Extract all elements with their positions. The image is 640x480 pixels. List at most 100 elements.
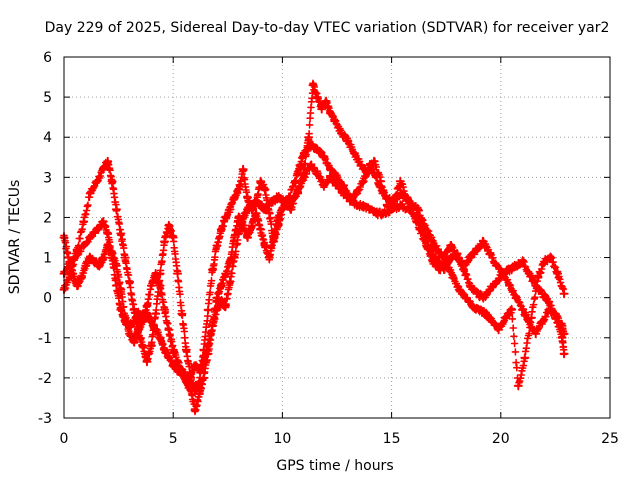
y-tick-label: 6 xyxy=(43,50,52,66)
data-point xyxy=(350,148,359,158)
data-point xyxy=(216,281,226,291)
data-point xyxy=(251,208,261,218)
data-point xyxy=(208,265,217,275)
data-point xyxy=(155,281,165,291)
data-point xyxy=(507,305,517,315)
data-point xyxy=(478,293,488,303)
tick-labels: 0 5 10 15 20 25 -3 -2 -1 0 1 2 3 4 5 6 xyxy=(38,50,619,447)
data-point xyxy=(120,313,130,323)
data-point xyxy=(419,221,429,230)
data-point xyxy=(518,305,528,315)
data-point xyxy=(194,365,204,375)
data-point xyxy=(79,241,89,250)
data-point xyxy=(395,200,405,210)
data-point xyxy=(155,333,165,343)
data-point xyxy=(151,269,161,279)
data-point xyxy=(369,156,379,166)
data-point xyxy=(325,108,335,118)
data-point xyxy=(216,225,226,234)
data-point xyxy=(544,305,554,315)
data-point xyxy=(513,381,523,391)
data-point xyxy=(190,405,200,415)
data-point xyxy=(531,329,541,339)
data-point xyxy=(138,317,148,327)
data-point xyxy=(415,225,425,234)
data-point xyxy=(546,253,556,263)
y-axis-label: SDTVAR / TECUs xyxy=(7,180,23,295)
data-point xyxy=(133,309,143,319)
data-point xyxy=(378,208,388,218)
data-point xyxy=(107,176,117,186)
data-point xyxy=(363,168,373,178)
data-point xyxy=(160,345,169,355)
data-point xyxy=(317,104,327,114)
data-point xyxy=(103,241,113,250)
x-tick-label: 0 xyxy=(60,431,69,447)
data-point xyxy=(103,156,113,166)
plot-frame xyxy=(63,56,611,419)
data-point xyxy=(293,188,303,198)
data-point xyxy=(356,160,366,170)
data-point xyxy=(146,281,156,291)
data-point xyxy=(505,265,514,275)
data-point xyxy=(164,325,174,335)
data-point xyxy=(448,273,458,283)
data-point xyxy=(168,233,178,242)
data-point xyxy=(98,253,108,263)
data-point xyxy=(72,249,82,258)
data-point xyxy=(389,196,399,206)
data-point xyxy=(533,273,543,283)
data-point xyxy=(181,377,191,387)
data-point xyxy=(164,221,174,230)
x-tick-label: 20 xyxy=(492,431,510,447)
data-point xyxy=(306,160,316,170)
x-axis-label: GPS time / hours xyxy=(276,458,393,474)
data-point xyxy=(454,285,464,295)
data-point xyxy=(376,176,386,186)
data-point xyxy=(465,281,475,291)
data-point xyxy=(181,345,191,355)
x-tick-label: 25 xyxy=(601,431,619,447)
data-point xyxy=(256,176,266,186)
y-tick-label: -2 xyxy=(38,371,52,387)
data-point xyxy=(485,285,495,295)
data-point xyxy=(81,261,91,271)
data-point xyxy=(553,269,563,279)
data-point xyxy=(459,261,469,271)
data-point xyxy=(518,257,528,267)
data-point xyxy=(433,245,442,254)
data-point xyxy=(243,233,252,242)
data-point xyxy=(72,281,82,291)
data-point xyxy=(498,269,508,279)
data-point xyxy=(544,297,554,307)
data-point xyxy=(234,212,244,222)
data-point xyxy=(225,277,235,287)
data-point xyxy=(526,313,536,323)
data-point xyxy=(234,184,244,194)
data-point xyxy=(194,389,204,399)
data-point xyxy=(280,200,290,210)
data-point xyxy=(256,200,266,210)
data-point xyxy=(505,281,514,291)
data-point xyxy=(500,313,510,323)
y-tick-label: 4 xyxy=(43,130,52,146)
data-point xyxy=(92,176,102,186)
data-point xyxy=(77,273,86,283)
data-point xyxy=(221,212,231,222)
data-point xyxy=(446,241,456,250)
data-point xyxy=(129,337,139,347)
chart-title: Day 229 of 2025, Sidereal Day-to-day VTE… xyxy=(45,20,610,36)
data-point xyxy=(540,257,549,267)
data-point xyxy=(138,341,148,351)
data-point xyxy=(116,229,126,238)
data-point xyxy=(557,321,567,331)
data-point xyxy=(68,269,78,279)
data-point xyxy=(173,365,183,375)
data-point xyxy=(173,269,183,279)
data-point xyxy=(111,204,121,214)
data-point xyxy=(267,196,276,206)
data-point xyxy=(358,200,368,210)
data-point xyxy=(559,349,569,359)
data-point xyxy=(537,289,547,299)
